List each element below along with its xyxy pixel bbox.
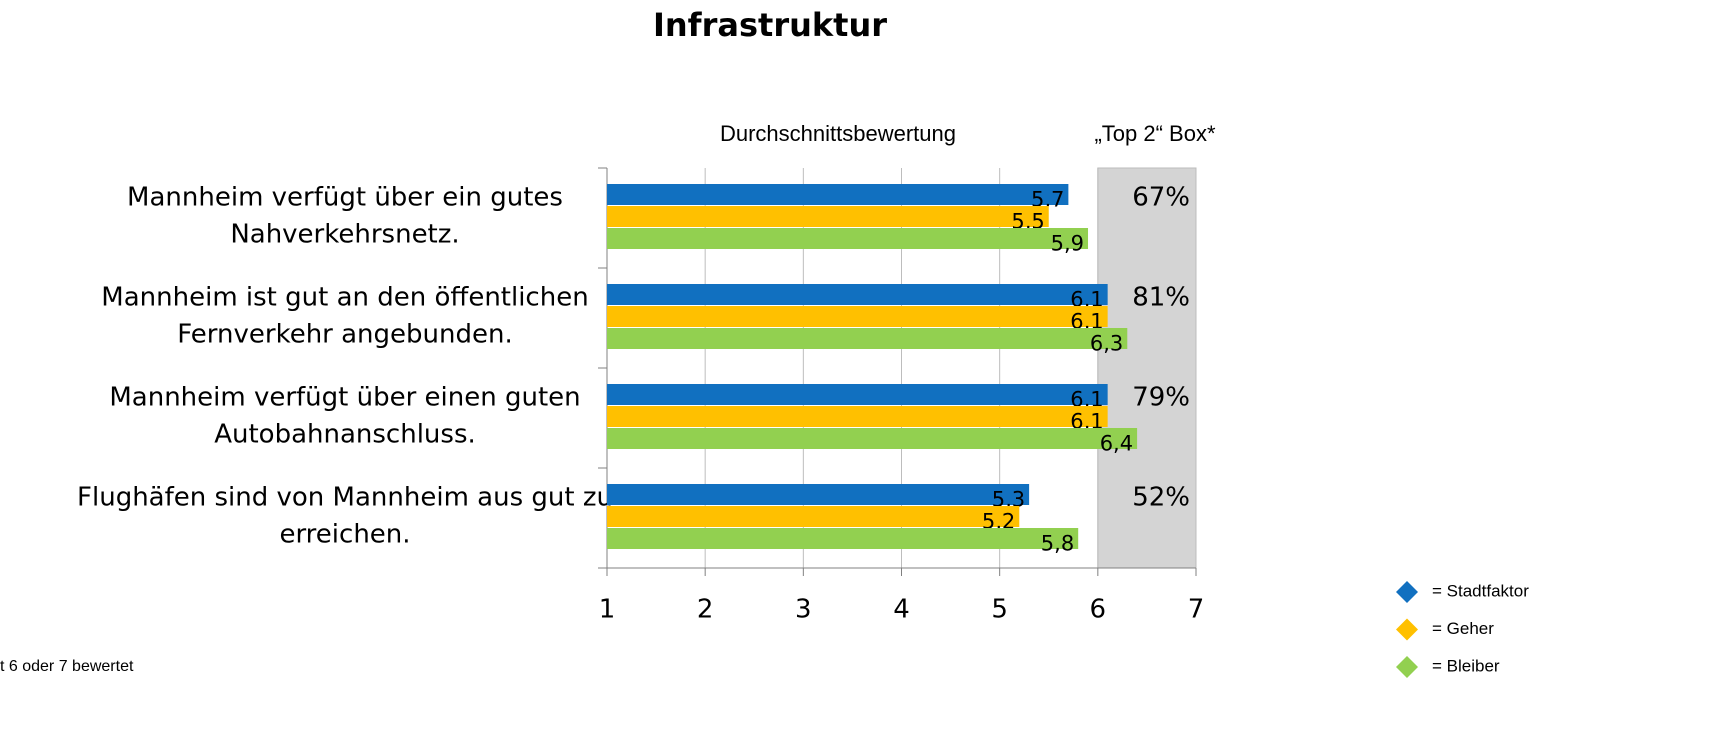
bar bbox=[607, 428, 1138, 449]
bar bbox=[607, 328, 1128, 349]
top2-label: 81% bbox=[1132, 283, 1190, 313]
data-label: 5,9 bbox=[1051, 232, 1084, 256]
legend-marker bbox=[1396, 581, 1418, 603]
y-tick-label: Mannheim verfügt über einen guten bbox=[109, 383, 580, 413]
x-tick-label: 7 bbox=[1188, 595, 1205, 625]
x-tick-label: 6 bbox=[1090, 595, 1107, 625]
top2-title: „Top 2“ Box* bbox=[1094, 121, 1215, 146]
y-tick-label: Mannheim ist gut an den öffentlichen bbox=[101, 283, 588, 313]
bar bbox=[607, 406, 1108, 427]
data-label: 5,8 bbox=[1041, 532, 1074, 556]
data-label: 6,3 bbox=[1090, 332, 1123, 356]
top2-label: 52% bbox=[1132, 483, 1190, 513]
y-tick-label: erreichen. bbox=[279, 520, 410, 550]
legend-marker bbox=[1396, 618, 1418, 641]
bar bbox=[607, 506, 1020, 527]
y-tick-label: Flughäfen sind von Mannheim aus gut zu bbox=[77, 483, 613, 513]
x-tick-label: 5 bbox=[991, 595, 1008, 625]
top2-label: 79% bbox=[1132, 383, 1190, 413]
y-tick-label: Autobahnanschluss. bbox=[214, 420, 476, 450]
x-axis-label: Durchschnittsbewertung bbox=[720, 121, 956, 146]
y-tick-label: Fernverkehr angebunden. bbox=[177, 320, 513, 350]
legend-marker bbox=[1396, 656, 1418, 678]
x-tick-label: 3 bbox=[795, 595, 812, 625]
x-tick-label: 4 bbox=[893, 595, 910, 625]
x-tick-label: 1 bbox=[599, 595, 616, 625]
x-tick-label: 2 bbox=[697, 595, 714, 625]
bar bbox=[607, 284, 1108, 305]
bar bbox=[607, 484, 1030, 505]
bar bbox=[607, 228, 1089, 249]
legend-label: = Stadtfaktor bbox=[1432, 581, 1529, 600]
data-label: 6,4 bbox=[1100, 432, 1133, 456]
y-tick-label: Nahverkehrsnetz. bbox=[230, 220, 459, 250]
bar bbox=[607, 206, 1049, 227]
legend-label: = Geher bbox=[1432, 619, 1494, 638]
footnote: t 6 oder 7 bewertet bbox=[0, 658, 134, 675]
bar bbox=[607, 384, 1108, 405]
bar bbox=[607, 528, 1079, 549]
top2-label: 67% bbox=[1132, 183, 1190, 213]
top2-area bbox=[1097, 167, 1197, 569]
bar bbox=[607, 184, 1069, 205]
bar bbox=[607, 306, 1108, 327]
y-tick-label: Mannheim verfügt über ein gutes bbox=[127, 183, 563, 213]
chart-title: Infrastruktur bbox=[653, 6, 887, 44]
legend-label: = Bleiber bbox=[1432, 656, 1500, 675]
